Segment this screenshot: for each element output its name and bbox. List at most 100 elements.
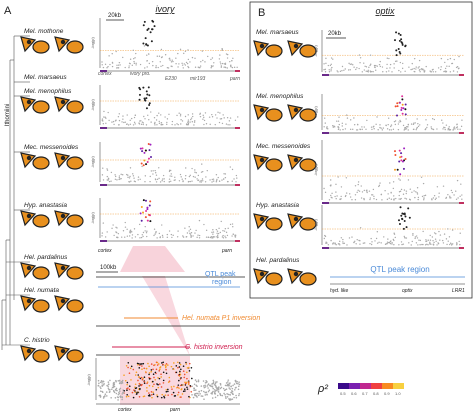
snp-point (129, 232, 131, 234)
snp-point (121, 174, 124, 176)
snp-point (222, 114, 224, 116)
snp-point (184, 382, 187, 385)
snp-point (116, 64, 118, 66)
snp-point (413, 190, 415, 192)
snp-point (140, 162, 143, 165)
snp-point (157, 377, 159, 379)
snp-point (194, 176, 196, 178)
snp-point (370, 70, 373, 73)
snp-point (189, 174, 191, 177)
snp-point (224, 235, 226, 237)
snp-point (201, 178, 204, 180)
snp-point (113, 391, 116, 394)
snp-point (390, 125, 392, 128)
snp-point (348, 237, 351, 239)
snp-point (208, 116, 211, 118)
snp-point (166, 121, 168, 124)
snp-point (180, 396, 182, 398)
snp-point (186, 388, 189, 390)
snp-point (182, 390, 185, 393)
snp-point (237, 388, 240, 391)
snp-point (345, 192, 348, 194)
wing (299, 108, 317, 122)
snp-point (142, 86, 145, 89)
snp-point (201, 395, 204, 397)
snp-point (152, 380, 154, 383)
snp-point (226, 393, 228, 395)
snp-point (383, 236, 385, 238)
snp-point (168, 178, 171, 180)
snp-point (201, 50, 204, 52)
snp-point (443, 126, 445, 129)
snp-point (129, 175, 131, 178)
snp-point (129, 167, 132, 169)
snp-point (432, 244, 435, 246)
snp-point (397, 219, 400, 222)
snp-point (441, 239, 444, 242)
wing-spot (259, 157, 265, 163)
snp-point (217, 232, 220, 235)
snp-point (105, 395, 108, 397)
snp-point (212, 178, 215, 180)
snp-point (146, 54, 148, 56)
wing-spot (293, 216, 299, 222)
snp-point (354, 185, 357, 187)
snp-point (119, 390, 121, 392)
snp-point (398, 244, 400, 246)
snp-point (170, 180, 172, 182)
snp-point (166, 364, 169, 366)
snp-point (360, 185, 362, 187)
species-label: Hel. numata (24, 287, 59, 294)
snp-point (202, 180, 204, 182)
snp-point (418, 59, 421, 62)
snp-point (198, 219, 201, 222)
snp-point (405, 237, 408, 239)
snp-point (101, 118, 104, 120)
snp-point (229, 166, 232, 168)
snp-point (228, 387, 230, 389)
snp-point (461, 198, 463, 200)
snp-point (399, 52, 402, 55)
snp-point (161, 178, 164, 180)
snp-point (176, 361, 179, 364)
snp-point (398, 39, 401, 42)
snp-point (136, 362, 139, 365)
gene-block (322, 247, 329, 249)
snp-point (124, 236, 126, 238)
snp-point (328, 69, 330, 71)
wing (32, 156, 50, 170)
snp-point (225, 123, 228, 125)
snp-point (421, 195, 424, 198)
wing-spot (26, 39, 32, 45)
snp-point (180, 388, 183, 391)
snp-point (186, 377, 188, 380)
snp-point (404, 157, 407, 160)
snp-point (118, 388, 121, 391)
snp-point (190, 117, 193, 119)
snp-point (214, 114, 217, 116)
gene-block (235, 70, 240, 72)
snp-point (113, 383, 116, 385)
snp-point (223, 66, 225, 68)
snp-point (233, 178, 235, 180)
snp-point (403, 189, 406, 191)
species-label: Mec. messenoides (24, 144, 79, 151)
snp-point (121, 236, 123, 238)
snp-point (229, 60, 231, 63)
snp-point (183, 63, 185, 65)
snp-point (202, 114, 204, 117)
snp-point (132, 49, 134, 51)
snp-point (154, 178, 157, 180)
snp-point (148, 378, 151, 380)
snp-point (415, 242, 418, 244)
snp-point (220, 220, 222, 223)
snp-point (385, 71, 388, 73)
legend-swatch (393, 383, 404, 389)
snp-point (215, 385, 217, 388)
snp-point (452, 129, 454, 131)
snp-point (344, 68, 346, 70)
snp-point (171, 236, 173, 239)
snp-point (188, 382, 190, 384)
wing (299, 217, 317, 231)
snp-point (456, 179, 459, 182)
